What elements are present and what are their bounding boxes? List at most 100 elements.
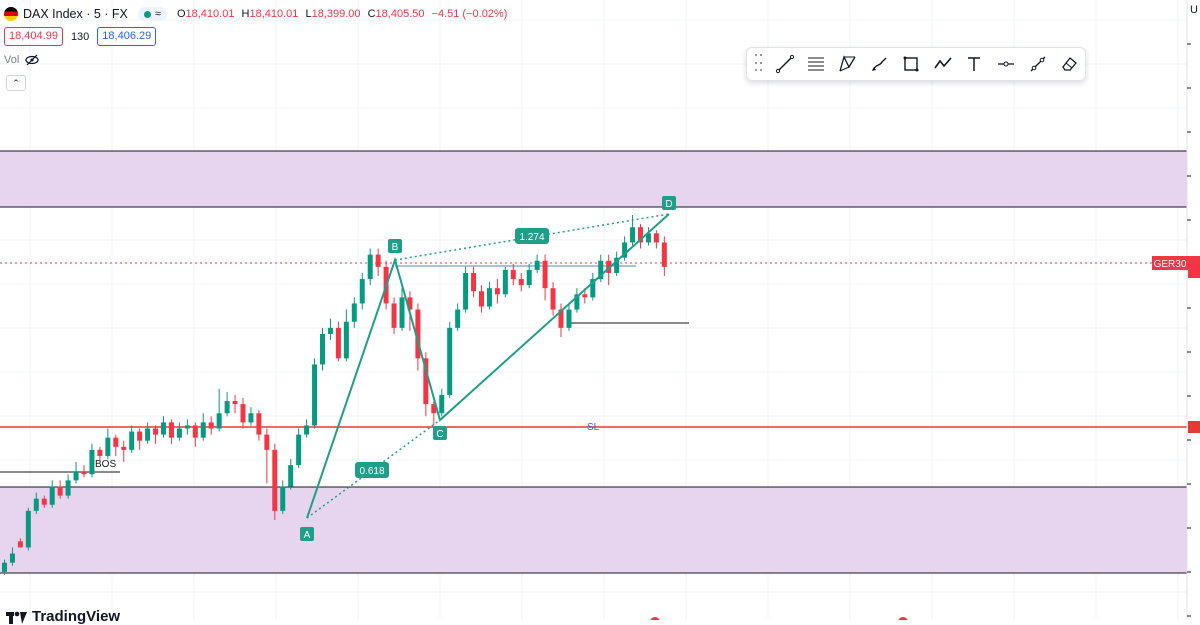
bullish-candle (73, 471, 79, 481)
bd-ratio-line (394, 213, 670, 261)
bullish-candle (224, 401, 230, 414)
bearish-candle (153, 428, 159, 435)
stop-loss-label: SL (587, 422, 600, 433)
bearish-candle (264, 434, 270, 450)
low-value: 18,399.00 (311, 8, 361, 20)
bullish-candle (2, 562, 7, 572)
bearish-candle (407, 297, 413, 310)
bearish-candle (606, 260, 612, 273)
ratio-1274-label: 1.274 (519, 232, 544, 243)
bullish-candle (502, 269, 508, 295)
bullish-candle (455, 309, 461, 328)
bearish-candle (653, 233, 659, 243)
bearish-candle (375, 254, 381, 267)
bearish-candle (57, 486, 63, 496)
bearish-candle (137, 431, 143, 441)
bearish-candle (638, 227, 643, 243)
eraser-icon[interactable] (1058, 53, 1080, 75)
ratio-0618-badge[interactable]: 0.618 (355, 462, 389, 478)
bullish-candle (145, 428, 151, 441)
symbol-title[interactable]: DAX Index · 5 · FX (23, 7, 128, 21)
sell-price-button[interactable]: 18,404.99 (4, 27, 63, 46)
bullish-candle (9, 553, 15, 563)
event-marker[interactable] (650, 617, 660, 620)
measure-icon[interactable] (1027, 53, 1049, 75)
bullish-candle (463, 272, 469, 310)
bullish-candle (248, 413, 254, 423)
lower-demand-zone[interactable] (0, 487, 1187, 573)
market-status-pill[interactable]: ≈ (137, 7, 167, 21)
market-open-dot-icon (143, 10, 151, 18)
germany-flag-icon (4, 7, 18, 21)
symbol-legend: DAX Index · 5 · FX ≈ O18,410.01 H18,410.… (0, 0, 511, 28)
buy-price-button[interactable]: 18,406.29 (97, 27, 157, 46)
bearish-candle (479, 291, 484, 307)
ger30-label: GER30 (1154, 259, 1187, 270)
point-b-marker[interactable]: B (388, 239, 402, 253)
bullish-candle (590, 279, 596, 298)
bullish-candle (614, 257, 620, 273)
bearish-candle (168, 422, 174, 438)
bearish-candle (192, 425, 198, 438)
point-a-marker[interactable]: A (300, 527, 314, 541)
upper-supply-zone[interactable] (0, 151, 1187, 207)
bearish-candle (208, 422, 214, 429)
point-d-label: D (665, 199, 672, 210)
ratio-1274-badge[interactable]: 1.274 (515, 228, 549, 244)
bullish-candle (447, 327, 453, 395)
eye-hidden-icon[interactable] (25, 54, 39, 66)
bearish-candle (582, 294, 588, 298)
bullish-candle (129, 431, 135, 450)
pattern-icon[interactable] (837, 53, 859, 75)
horizontal-line-icon[interactable] (995, 53, 1017, 75)
drag-handle[interactable] (755, 54, 763, 74)
point-c-marker[interactable]: C (433, 426, 447, 440)
harmonic-pattern[interactable] (306, 213, 670, 519)
bullish-candle (65, 480, 71, 496)
bullish-candle (89, 449, 95, 475)
collapse-legend-button[interactable]: ⌃ (6, 75, 26, 91)
bearish-candle (41, 498, 47, 505)
pattern-legs[interactable] (306, 213, 670, 519)
trend-line-icon[interactable] (774, 53, 796, 75)
close-value: 18,405.50 (375, 8, 425, 20)
ratio-0618-label: 0.618 (359, 466, 384, 477)
bullish-candle (534, 260, 540, 270)
bearish-candle (550, 288, 556, 310)
bearish-candle (232, 401, 238, 405)
bullish-candle (184, 425, 190, 429)
text-icon[interactable] (964, 53, 986, 75)
sl-price-badge[interactable] (1188, 421, 1200, 433)
bearish-candle (415, 309, 421, 359)
bearish-candle (431, 404, 437, 414)
fib-retracement-icon[interactable] (806, 53, 828, 75)
bullish-candle (33, 498, 39, 511)
bullish-candle (630, 227, 636, 243)
bullish-candle (105, 437, 111, 456)
bullish-candle (320, 333, 325, 365)
bullish-candle (351, 303, 357, 322)
bearish-candle (423, 358, 429, 405)
brush-icon[interactable] (869, 53, 891, 75)
event-marker[interactable] (898, 617, 908, 620)
bearish-candle (81, 471, 87, 475)
bearish-candle (471, 272, 477, 292)
drawing-toolbar (746, 47, 1086, 81)
watermark-text: TradingView (32, 608, 121, 625)
ger30-price-badge[interactable]: GER30 (1152, 256, 1200, 278)
bullish-candle (161, 422, 166, 435)
price-scale[interactable] (1187, 43, 1191, 617)
bullish-candle (200, 422, 206, 438)
bullish-candle (327, 327, 333, 334)
scale-unit-label: U (1190, 4, 1198, 16)
bearish-candle (335, 327, 341, 359)
candlestick-series (2, 215, 667, 575)
bullish-candle (359, 279, 365, 304)
bullish-candle (25, 510, 31, 548)
bearish-candle (121, 446, 127, 450)
rectangle-icon[interactable] (900, 53, 922, 75)
zigzag-icon[interactable] (932, 53, 954, 75)
bearish-candle (542, 260, 548, 289)
point-d-marker[interactable]: D (662, 196, 676, 210)
